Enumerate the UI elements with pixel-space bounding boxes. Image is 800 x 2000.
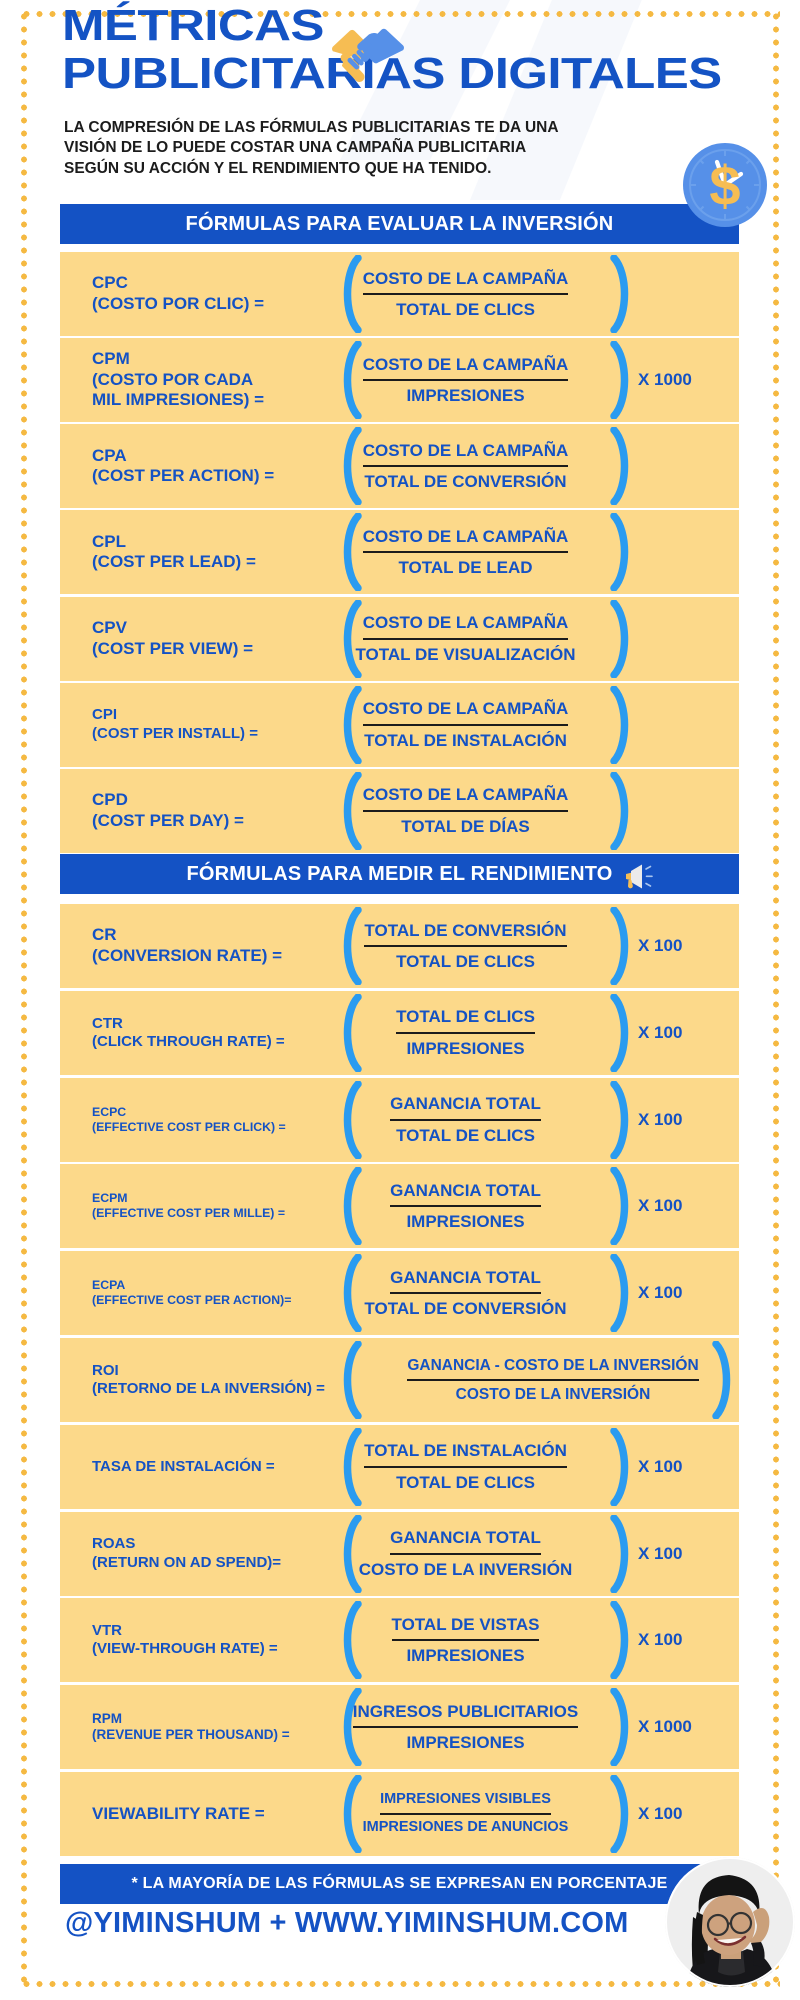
svg-text:$: $: [709, 154, 740, 217]
